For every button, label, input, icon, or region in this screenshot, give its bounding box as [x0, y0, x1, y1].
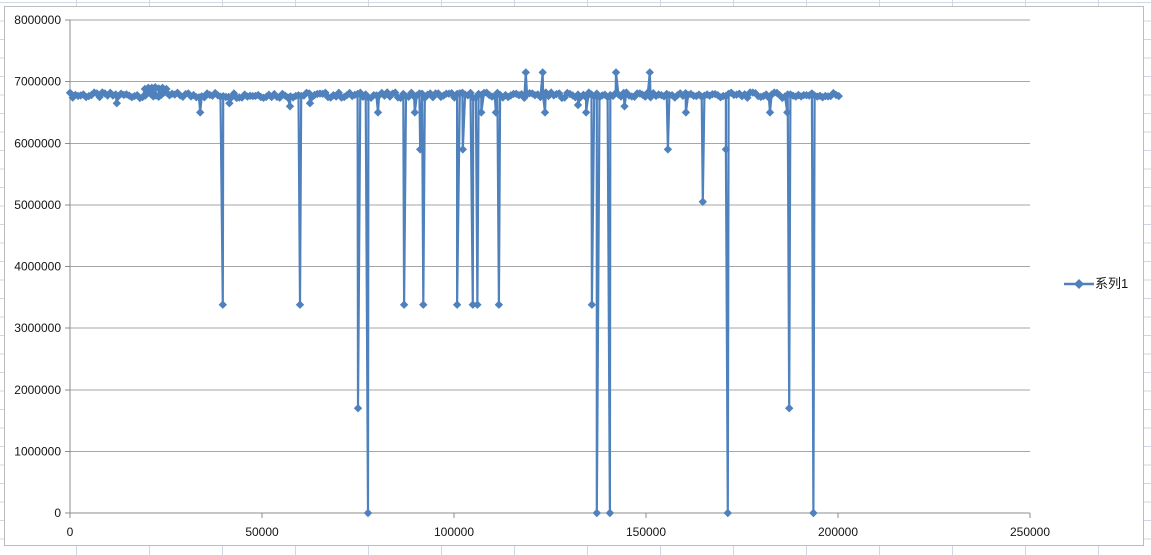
y-tick-label: 0	[54, 506, 61, 520]
y-tick-label: 4000000	[14, 260, 61, 274]
chart-area[interactable]: 0 1000000 2000000 3000000 4000000 5000000 6000…	[4, 6, 1144, 546]
legend-series-label: 系列1	[1095, 276, 1129, 291]
legend-marker-icon	[1064, 279, 1094, 289]
y-tick-label: 2000000	[14, 383, 61, 397]
y-tick-label: 8000000	[14, 13, 61, 27]
y-tick-label: 3000000	[14, 321, 61, 335]
y-tick-label: 7000000	[14, 75, 61, 89]
legend[interactable]: 系列1	[1064, 275, 1128, 293]
x-tick-label: 200000	[818, 525, 858, 539]
plot-gridlines	[70, 19, 1030, 514]
y-axis-labels: 0 1000000 2000000 3000000 4000000 5000000 6000…	[14, 13, 61, 520]
plot-canvas: 0100000020000003000000400000050000006000…	[14, 13, 1051, 539]
y-tick-label: 5000000	[14, 198, 61, 212]
x-tick-label: 100000	[434, 525, 474, 539]
x-tick-label: 250000	[1010, 525, 1050, 539]
series-line[interactable]	[69, 71, 840, 515]
x-tick-label: 150000	[626, 525, 666, 539]
x-axis-labels: 0 50000 100000 150000 200000 250000	[67, 525, 1051, 539]
y-tick-label: 6000000	[14, 136, 61, 150]
y-tick-label: 1000000	[14, 444, 61, 458]
x-tick-label: 50000	[245, 525, 279, 539]
axis-ticks	[65, 19, 1031, 518]
x-tick-label: 0	[67, 525, 74, 539]
